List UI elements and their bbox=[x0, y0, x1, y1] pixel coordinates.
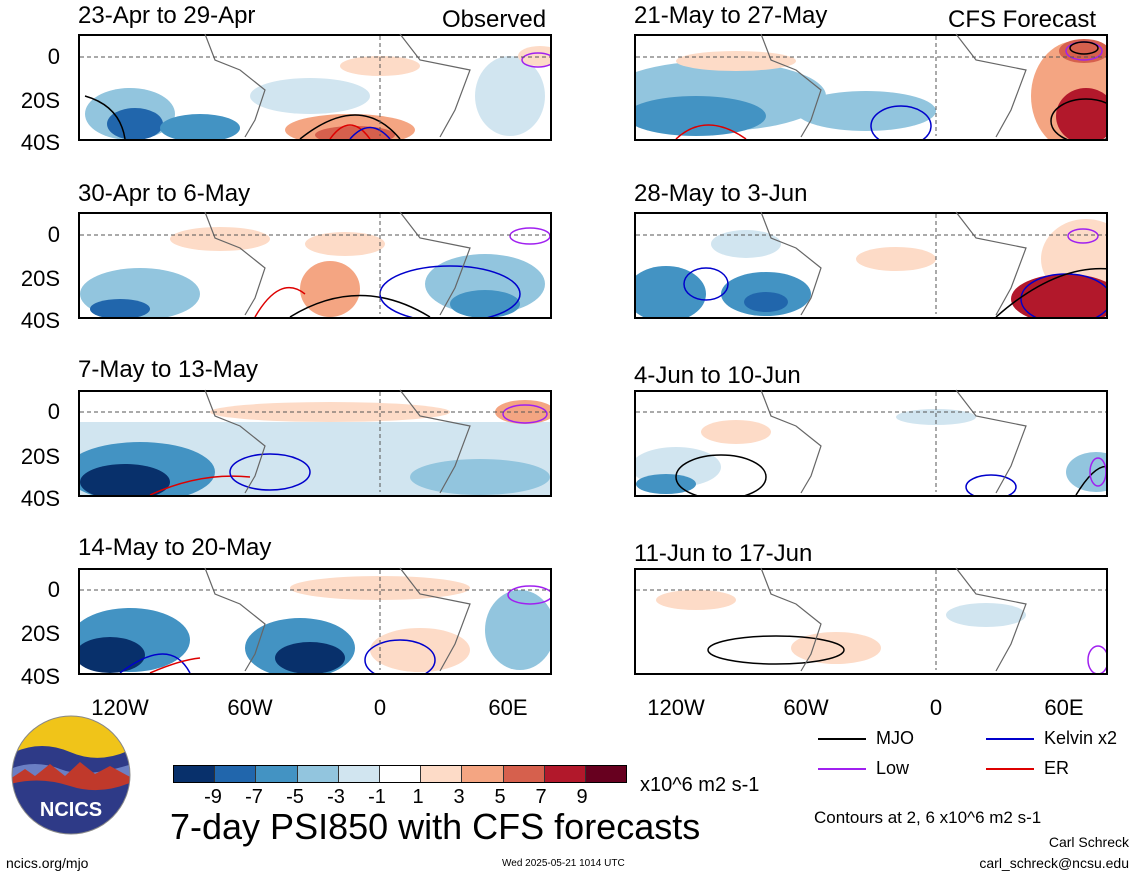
legend-label: ER bbox=[1044, 758, 1070, 778]
map-panel-right-2 bbox=[634, 212, 1108, 319]
footer-url: ncics.org/mjo bbox=[6, 855, 89, 871]
panel-title-right-3: 4-Jun to 10-Jun bbox=[634, 362, 801, 389]
colorbar-tick: -1 bbox=[368, 786, 386, 808]
legend-line-icon bbox=[818, 767, 866, 770]
africa-coast-l1 bbox=[399, 33, 471, 138]
y-tick-20S-row1: 20S bbox=[20, 88, 60, 113]
x-tick-60E-right: 60E bbox=[1044, 695, 1084, 720]
y-tick-0-row1: 0 bbox=[47, 44, 60, 69]
map-panel-left-1 bbox=[78, 34, 552, 141]
panel-title-right-2: 28-May to 3-Jun bbox=[634, 180, 808, 207]
legend-item-kelvin: Kelvin x2 bbox=[986, 728, 1117, 749]
legend-line-icon bbox=[986, 767, 1034, 770]
legend-line-icon bbox=[986, 737, 1034, 740]
ncics-logo: NCICS bbox=[11, 715, 131, 835]
y-tick-0-row2: 0 bbox=[47, 222, 60, 247]
legend-label: Kelvin x2 bbox=[1044, 728, 1118, 748]
colorbar-tick: -5 bbox=[286, 786, 304, 808]
y-tick-20S-row3: 20S bbox=[20, 444, 60, 469]
colorbar-tick: -3 bbox=[327, 786, 345, 808]
x-tick-120W-right: 120W bbox=[647, 695, 705, 720]
map-panel-left-2 bbox=[78, 212, 552, 319]
main-title: 7-day PSI850 with CFS forecasts bbox=[170, 806, 701, 847]
y-tick-20S-row4: 20S bbox=[20, 621, 60, 646]
colorbar-tick: 7 bbox=[535, 786, 547, 808]
colorbar-swatch bbox=[256, 766, 298, 782]
colorbar-tick: -7 bbox=[245, 786, 263, 808]
legend-item-er: ER bbox=[986, 758, 1069, 779]
footer-timestamp: Wed 2025-05-21 1014 UTC bbox=[502, 858, 625, 869]
map-panel-right-4 bbox=[634, 568, 1108, 675]
panel-title-left-1: 23-Apr to 29-Apr bbox=[78, 2, 256, 29]
colorbar-tick: 9 bbox=[576, 786, 588, 808]
x-tick-0-right: 0 bbox=[929, 695, 943, 720]
colorbar-units: x10^6 m2 s-1 bbox=[640, 774, 760, 796]
legend-item-mjo: MJO bbox=[818, 728, 914, 749]
colorbar-swatch bbox=[215, 766, 257, 782]
x-tick-0-left: 0 bbox=[373, 695, 387, 720]
x-tick-60W-right: 60W bbox=[783, 695, 829, 720]
observed-label: Observed bbox=[442, 6, 547, 33]
legend-label: Low bbox=[876, 758, 910, 778]
map-panel-left-4 bbox=[78, 568, 552, 675]
colorbar-swatch bbox=[462, 766, 504, 782]
panel-title-left-3: 7-May to 13-May bbox=[78, 356, 259, 383]
logo-text: NCICS bbox=[40, 799, 102, 821]
colorbar-tick: 3 bbox=[453, 786, 465, 808]
y-tick-40S-row2: 40S bbox=[20, 308, 60, 333]
panel-title-left-2: 30-Apr to 6-May bbox=[78, 180, 251, 207]
map-overlays bbox=[80, 33, 1106, 672]
legend-line-icon bbox=[818, 737, 866, 740]
colorbar-swatch bbox=[379, 766, 422, 782]
panel-title-right-4: 11-Jun to 17-Jun bbox=[634, 540, 813, 567]
y-tick-0-row3: 0 bbox=[47, 399, 60, 424]
colorbar bbox=[173, 765, 627, 783]
footer-author: Carl Schreck bbox=[1048, 834, 1129, 850]
y-tick-0-row4: 0 bbox=[47, 577, 60, 602]
colorbar-swatch bbox=[585, 766, 627, 782]
map-panel-right-1 bbox=[634, 34, 1108, 141]
x-tick-60W-left: 60W bbox=[227, 695, 273, 720]
legend-label: MJO bbox=[876, 728, 914, 748]
map-panel-left-3 bbox=[78, 390, 552, 497]
colorbar-tick: -9 bbox=[204, 786, 222, 808]
map-panel-right-3 bbox=[634, 390, 1108, 497]
y-tick-40S-row4: 40S bbox=[20, 664, 60, 689]
footer-email: carl_schreck@ncsu.edu bbox=[979, 855, 1129, 871]
y-tick-40S-row1: 40S bbox=[20, 130, 60, 155]
colorbar-swatch bbox=[503, 766, 545, 782]
y-tick-20S-row2: 20S bbox=[20, 266, 60, 291]
colorbar-swatch bbox=[297, 766, 339, 782]
panel-title-right-1: 21-May to 27-May bbox=[634, 2, 828, 29]
colorbar-swatch bbox=[338, 766, 380, 782]
x-tick-60E-left: 60E bbox=[488, 695, 528, 720]
south-america-coast-l1 bbox=[204, 33, 266, 138]
x-tick-120W-left: 120W bbox=[91, 695, 149, 720]
colorbar-swatch bbox=[174, 766, 216, 782]
y-tick-40S-row3: 40S bbox=[20, 486, 60, 511]
legend-item-low: Low bbox=[818, 758, 909, 779]
cfs-forecast-label: CFS Forecast bbox=[948, 6, 1097, 33]
panel-title-left-4: 14-May to 20-May bbox=[78, 534, 272, 561]
colorbar-swatch bbox=[421, 766, 463, 782]
colorbar-tick: 5 bbox=[494, 786, 506, 808]
colorbar-swatch bbox=[544, 766, 586, 782]
contours-note: Contours at 2, 6 x10^6 m2 s-1 bbox=[814, 808, 1042, 827]
colorbar-tick: 1 bbox=[412, 786, 424, 808]
